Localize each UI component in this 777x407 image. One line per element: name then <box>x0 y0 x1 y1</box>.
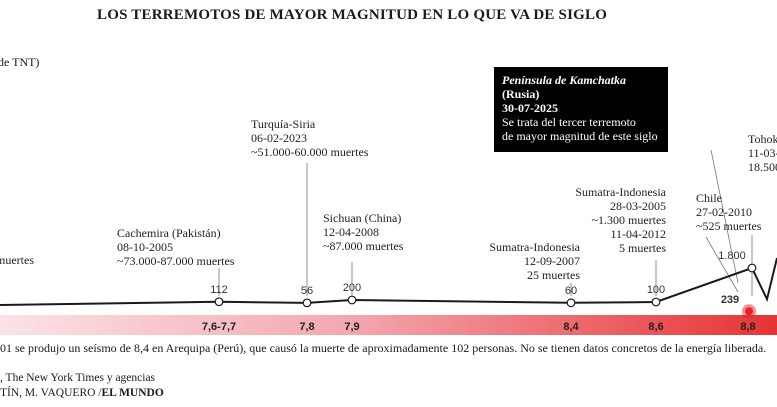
annotation-turquia-siria: Turquía-Siria 06-02-2023 ~51.000-60.000 … <box>251 117 369 159</box>
magnitude-label-0: 7,6-7,7 <box>202 321 236 333</box>
footnote: 01 se produjo un seísmo de 8,4 en Arequi… <box>0 341 767 355</box>
data-point-1 <box>302 298 312 308</box>
value-label-4: 100 <box>647 284 665 296</box>
annotation-tohoku: Tohok 11-03- 18.500 <box>748 132 777 174</box>
leader-line-kamchatka <box>710 149 739 284</box>
callout-title: Península de Kamchatka <box>502 73 627 87</box>
annotation-sumatra-2005: Sumatra-Indonesia 28-03-2005 ~1.300 muer… <box>575 185 666 255</box>
value-label-5: 1.800 <box>718 250 746 262</box>
annotation-sumatra-2007: Sumatra-Indonesia 12-09-2007 25 muertes <box>489 240 580 282</box>
value-label-0: 112 <box>210 284 228 296</box>
annotation-cachemira: Cachemira (Pakistán) 08-10-2005 ~73.000-… <box>117 226 235 268</box>
magnitude-label-4: 8,6 <box>648 321 663 333</box>
data-point-2 <box>347 295 357 305</box>
callout-desc-2: de mayor magnitud de este siglo <box>502 129 658 143</box>
annotation-chile: Chile 27-02-2010 ~525 muertes <box>696 191 762 233</box>
magnitude-label-5: 8,8 <box>740 321 755 333</box>
callout-desc-1: Se trata del tercer terremoto <box>502 115 636 129</box>
value-label-3: 60 <box>565 285 577 297</box>
value-label-1: 56 <box>301 285 313 297</box>
magnitude-label-2: 7,9 <box>344 321 359 333</box>
magnitude-band <box>0 315 777 335</box>
leader-line-chile <box>705 236 739 293</box>
data-point-highlight <box>745 307 753 316</box>
callout-kamchatka: Península de Kamchatka (Rusia) 30-07-202… <box>494 67 668 152</box>
annotation-sichuan: Sichuan (China) 12-04-2008 ~87.000 muert… <box>323 211 404 253</box>
chart-marks: 112 56 200 60 100 1.800 239 7,6-7,7 7,8 7,9 8,4 8,6… <box>202 250 757 333</box>
data-point-3 <box>566 298 576 308</box>
credits: TÍN, M. VAQUERO /EL MUNDO <box>0 387 164 399</box>
leader-lines <box>218 149 753 296</box>
annotation-left-edge: muertes <box>0 253 34 267</box>
sources: , The New York Times y agencias <box>0 372 156 384</box>
callout-date: 30-07-2025 <box>502 101 558 115</box>
magnitude-label-3: 8,4 <box>563 321 579 333</box>
chart-title: LOS TERREMOTOS DE MAYOR MAGNITUD EN LO Q… <box>97 7 608 23</box>
data-point-5 <box>747 263 757 273</box>
data-point-0 <box>214 297 224 307</box>
value-label-2: 200 <box>343 282 361 294</box>
callout-country: (Rusia) <box>502 87 540 101</box>
data-point-4 <box>651 297 661 307</box>
value-label-6: 239 <box>721 294 739 306</box>
unit-label: de TNT) <box>0 55 40 69</box>
magnitude-label-1: 7,8 <box>299 321 314 333</box>
